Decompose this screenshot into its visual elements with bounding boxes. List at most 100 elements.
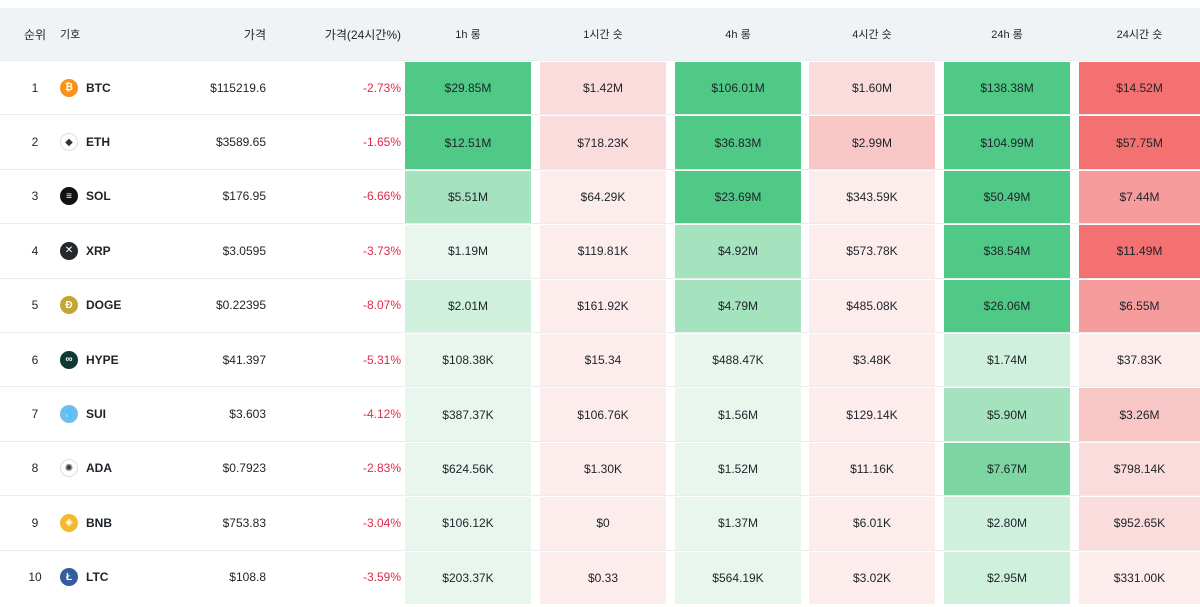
short-24h-cell: $331.00K [1079, 551, 1200, 604]
table-header: 순위 기호 가격 가격(24시간%) 1h 롱 1시간 숏 4h 롱 4시간 숏… [0, 8, 1200, 60]
price-cell: $176.95 [222, 189, 266, 204]
header-short-24h[interactable]: 24시간 숏 [1116, 29, 1163, 41]
short-24h-cell: $11.49M [1079, 225, 1200, 278]
table-row[interactable]: 7 💧 SUI $3.603 -4.12% $387.37K $106.76K $1.56M $… [0, 386, 1200, 441]
long-1h-cell: $5.51M [405, 170, 531, 224]
short-1h-cell: $119.81K [540, 225, 666, 278]
long-1h-cell: $106.12K [405, 497, 531, 550]
rank-cell: 2 [31, 135, 39, 150]
symbol-label: BTC [86, 80, 111, 95]
header-long-4h[interactable]: 4h 롱 [725, 29, 751, 41]
symbol-label: XRP [86, 243, 111, 258]
long-24h-cell: $7.67M [944, 442, 1070, 496]
litecoin-icon: Ł [60, 568, 78, 587]
price-cell: $3589.65 [215, 135, 266, 150]
rank-cell: 1 [31, 80, 39, 95]
short-4h-cell: $11.16K [809, 442, 935, 496]
short-1h-cell: $718.23K [540, 116, 666, 169]
long-1h-cell: $29.85M [405, 62, 531, 115]
symbol-cell[interactable]: 💧 SUI [60, 405, 107, 424]
price-cell: $3.0595 [222, 243, 266, 258]
change-cell: -4.12% [362, 407, 401, 422]
price-cell: $41.397 [222, 352, 266, 367]
short-4h-cell: $129.14K [809, 388, 935, 441]
long-24h-cell: $1.74M [944, 333, 1070, 387]
short-4h-cell: $573.78K [809, 225, 935, 278]
change-cell: -6.66% [362, 189, 401, 204]
long-1h-cell: $387.37K [405, 388, 531, 441]
symbol-cell[interactable]: ≡ SOL [60, 187, 111, 206]
table-row[interactable]: 6 ∞ HYPE $41.397 -5.31% $108.38K $15.34 $488.47… [0, 331, 1200, 387]
short-1h-cell: $1.30K [540, 442, 666, 496]
header-change[interactable]: 가격(24시간%) [324, 27, 401, 42]
table-row[interactable]: 10 Ł LTC $108.8 -3.59% $203.37K $0.33 $564.19K $… [0, 549, 1200, 604]
long-4h-cell: $36.83M [675, 116, 801, 169]
long-4h-cell: $1.52M [675, 442, 801, 496]
long-4h-cell: $4.79M [675, 279, 801, 332]
short-1h-cell: $1.42M [540, 62, 666, 115]
liquidation-table: 순위 기호 가격 가격(24시간%) 1h 롱 1시간 숏 4h 롱 4시간 숏… [0, 8, 1200, 604]
short-1h-cell: $0.33 [540, 551, 666, 604]
rank-cell: 5 [31, 298, 39, 313]
change-cell: -1.65% [362, 135, 401, 150]
long-24h-cell: $2.95M [944, 551, 1070, 604]
long-1h-cell: $624.56K [405, 442, 531, 496]
table-row[interactable]: 3 ≡ SOL $176.95 -6.66% $5.51M $64.29K $23.69M $3… [0, 168, 1200, 224]
symbol-label: HYPE [86, 352, 119, 367]
header-long-24h[interactable]: 24h 롱 [991, 29, 1023, 41]
table-row[interactable]: 5 Ð DOGE $0.22395 -8.07% $2.01M $161.92K $4.79M… [0, 277, 1200, 332]
symbol-cell[interactable]: ◈ BNB [60, 513, 112, 532]
rank-cell: 6 [31, 352, 39, 367]
table-row[interactable]: 2 ◆ ETH $3589.65 -1.65% $12.51M $718.23K $36.83… [0, 114, 1200, 169]
long-4h-cell: $1.56M [675, 388, 801, 441]
symbol-label: DOGE [86, 298, 122, 313]
header-short-1h[interactable]: 1시간 숏 [583, 29, 623, 41]
symbol-cell[interactable]: Ð DOGE [60, 296, 122, 315]
header-symbol[interactable]: 기호 [60, 29, 81, 41]
table-row[interactable]: 9 ◈ BNB $753.83 -3.04% $106.12K $0 $1.37M $6.01K… [0, 495, 1200, 550]
long-4h-cell: $488.47K [675, 333, 801, 387]
xrp-icon: ✕ [60, 241, 78, 260]
symbol-cell[interactable]: ◆ ETH [60, 133, 110, 152]
table-row[interactable]: 8 ✺ ADA $0.7923 -2.83% $624.56K $1.30K $1.52M $1… [0, 440, 1200, 496]
long-1h-cell: $108.38K [405, 333, 531, 387]
short-4h-cell: $343.59K [809, 170, 935, 224]
long-24h-cell: $50.49M [944, 170, 1070, 224]
symbol-cell[interactable]: ₿ BTC [60, 78, 111, 97]
symbol-label: LTC [86, 570, 109, 585]
short-1h-cell: $15.34 [540, 333, 666, 387]
ethereum-icon: ◆ [60, 133, 78, 152]
symbol-label: BNB [86, 515, 112, 530]
long-4h-cell: $1.37M [675, 497, 801, 550]
header-rank[interactable]: 순위 [23, 27, 47, 42]
rank-cell: 9 [31, 515, 39, 530]
long-1h-cell: $203.37K [405, 551, 531, 604]
long-4h-cell: $564.19K [675, 551, 801, 604]
short-4h-cell: $2.99M [809, 116, 935, 169]
symbol-cell[interactable]: Ł LTC [60, 568, 109, 587]
symbol-cell[interactable]: ✕ XRP [60, 241, 111, 260]
price-cell: $108.8 [229, 570, 266, 585]
price-cell: $0.22395 [215, 298, 266, 313]
long-4h-cell: $106.01M [675, 62, 801, 115]
short-24h-cell: $14.52M [1079, 62, 1200, 115]
change-cell: -3.59% [362, 570, 401, 585]
long-1h-cell: $2.01M [405, 279, 531, 332]
header-price[interactable]: 가격 [243, 27, 266, 42]
table-row[interactable]: 4 ✕ XRP $3.0595 -3.73% $1.19M $119.81K $4.92M $5… [0, 223, 1200, 278]
header-short-4h[interactable]: 4시간 숏 [852, 29, 892, 41]
short-1h-cell: $106.76K [540, 388, 666, 441]
short-24h-cell: $3.26M [1079, 388, 1200, 441]
rank-cell: 8 [31, 461, 39, 476]
short-1h-cell: $64.29K [540, 170, 666, 224]
symbol-cell[interactable]: ✺ ADA [60, 459, 112, 478]
bitcoin-icon: ₿ [60, 78, 78, 97]
symbol-cell[interactable]: ∞ HYPE [60, 350, 119, 369]
long-24h-cell: $26.06M [944, 279, 1070, 332]
cardano-icon: ✺ [60, 459, 78, 478]
price-cell: $753.83 [222, 515, 266, 530]
symbol-label: SUI [86, 407, 107, 422]
table-row[interactable]: 1 ₿ BTC $115219.6 -2.73% $29.85M $1.42M $106.01… [0, 60, 1200, 115]
header-long-1h[interactable]: 1h 롱 [455, 29, 481, 41]
short-24h-cell: $6.55M [1079, 279, 1200, 332]
